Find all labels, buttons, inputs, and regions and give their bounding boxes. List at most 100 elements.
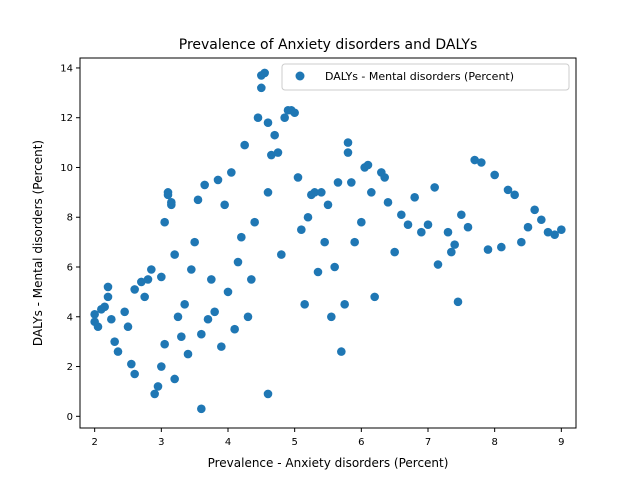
data-point — [293, 173, 303, 182]
data-point — [383, 198, 393, 207]
data-point — [107, 314, 116, 324]
data-point — [240, 140, 249, 150]
data-point — [187, 265, 196, 274]
data-point — [170, 374, 179, 384]
data-point — [347, 178, 356, 187]
y-axis: 0 2 4 6 8 10 12 14 — [60, 63, 80, 423]
data-point — [390, 247, 399, 257]
data-point — [153, 382, 163, 391]
x-tick-label: 9 — [558, 437, 564, 448]
data-point — [263, 389, 273, 399]
data-point — [367, 188, 376, 197]
y-tick-label: 6 — [67, 263, 73, 274]
points-layer — [90, 68, 566, 414]
data-point — [417, 227, 426, 237]
data-point — [313, 267, 323, 277]
data-point — [370, 292, 379, 302]
data-point — [147, 265, 156, 274]
data-point — [193, 195, 203, 205]
data-point — [103, 292, 113, 302]
data-point — [403, 220, 413, 230]
data-point — [250, 217, 259, 227]
chart-title: Prevalence of Anxiety disorders and DALY… — [179, 37, 478, 53]
data-point — [163, 188, 173, 197]
data-point — [210, 307, 219, 317]
data-point — [157, 272, 166, 282]
y-tick-label: 4 — [67, 312, 73, 323]
data-point — [253, 113, 263, 123]
x-axis: 2 3 4 5 6 7 8 9 — [91, 428, 565, 448]
data-point — [457, 210, 466, 220]
data-point — [557, 225, 566, 234]
x-tick-label: 5 — [291, 437, 297, 448]
data-point — [263, 188, 273, 197]
y-tick-label: 2 — [67, 362, 73, 373]
legend-box — [281, 63, 570, 91]
data-point — [247, 275, 256, 284]
x-tick-label: 2 — [91, 437, 97, 448]
data-point — [203, 314, 213, 324]
data-point — [267, 150, 276, 160]
data-point — [173, 312, 183, 322]
data-point — [183, 349, 193, 359]
data-point — [337, 347, 346, 356]
data-point — [343, 148, 353, 157]
data-point — [197, 329, 206, 339]
data-point — [237, 232, 246, 242]
data-point — [190, 237, 199, 247]
y-tick-label: 0 — [67, 412, 73, 423]
data-point — [430, 183, 439, 192]
data-point — [397, 210, 406, 220]
data-point — [273, 148, 283, 157]
data-point — [213, 175, 223, 185]
data-point — [217, 342, 226, 351]
data-point — [483, 245, 493, 254]
data-point — [510, 190, 519, 200]
y-tick-label: 12 — [60, 113, 73, 124]
data-point — [317, 188, 326, 197]
data-point — [447, 247, 456, 257]
data-point — [323, 200, 333, 210]
data-point — [137, 277, 146, 287]
data-point — [123, 322, 133, 332]
data-point — [220, 200, 229, 210]
data-point — [243, 312, 253, 322]
legend: DALYs - Mental disorders (Percent) — [281, 63, 570, 91]
data-point — [343, 138, 353, 147]
data-point — [453, 297, 463, 307]
data-point — [177, 332, 186, 341]
data-point — [537, 215, 546, 225]
data-point — [233, 257, 243, 267]
data-point — [167, 200, 176, 210]
data-point — [260, 68, 269, 78]
data-point — [127, 359, 136, 369]
data-point — [263, 118, 273, 127]
data-point — [477, 158, 486, 167]
data-point — [207, 275, 216, 284]
data-point — [113, 347, 123, 356]
data-point — [517, 237, 526, 247]
data-point — [170, 250, 179, 259]
data-point — [433, 260, 443, 269]
data-point — [90, 309, 99, 319]
data-point — [543, 227, 553, 237]
x-tick-label: 8 — [491, 437, 497, 448]
data-point — [93, 322, 103, 332]
data-point — [140, 292, 149, 302]
data-point — [197, 404, 206, 414]
data-point — [423, 220, 433, 230]
data-point — [110, 337, 119, 346]
data-point — [160, 217, 169, 227]
data-point — [350, 237, 359, 247]
data-point — [320, 237, 329, 247]
data-point — [200, 180, 209, 190]
data-point — [523, 222, 533, 232]
data-point — [470, 155, 479, 165]
data-point — [300, 300, 309, 309]
data-point — [227, 168, 236, 177]
data-point — [310, 188, 319, 197]
data-point — [330, 262, 339, 272]
data-point — [130, 285, 139, 294]
data-point — [157, 362, 166, 371]
